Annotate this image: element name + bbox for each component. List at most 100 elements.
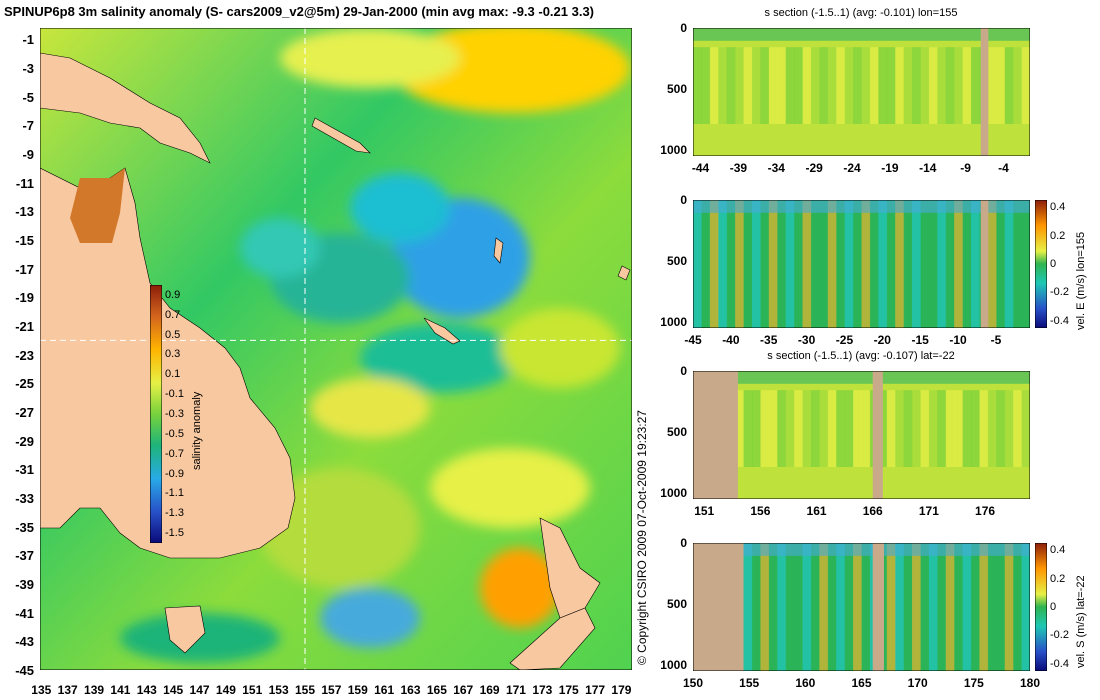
section-x-tick: -10 <box>949 333 967 347</box>
section-band <box>802 543 812 671</box>
section-band <box>785 543 795 671</box>
section-band <box>810 543 820 671</box>
section-band <box>962 390 972 467</box>
section-surface-layer <box>693 371 1030 384</box>
section-band <box>979 543 989 671</box>
section-band <box>987 200 997 328</box>
section-land <box>693 371 738 499</box>
chart-title: SPINUP6p8 3m salinity anomaly (S- cars20… <box>4 4 595 19</box>
map-y-tick: -35 <box>15 519 34 535</box>
velocity-colorbar-tick: 0 <box>1050 258 1057 270</box>
map-y-tick: -25 <box>15 376 34 392</box>
map-x-tick: 139 <box>84 683 105 697</box>
section-x-tick: -24 <box>843 161 861 175</box>
section-band <box>718 200 728 328</box>
map-y-tick: -15 <box>15 233 34 249</box>
section-band <box>920 47 930 125</box>
new-caledonia <box>423 317 461 345</box>
section-y-tick: 500 <box>666 596 687 611</box>
section-band <box>853 543 862 671</box>
section-band <box>760 543 770 671</box>
section-band <box>844 200 854 328</box>
map-x-tick: 151 <box>242 683 263 697</box>
section-band <box>794 200 804 328</box>
map-y-tick: -23 <box>15 347 34 363</box>
map-x-tick: 149 <box>215 683 236 697</box>
section-band <box>836 390 846 467</box>
section-band <box>794 543 804 671</box>
section-2-plot <box>693 200 1030 328</box>
section-band <box>886 47 896 125</box>
section-band <box>945 47 955 125</box>
vel-e-colorbar <box>1035 200 1047 328</box>
velocity-colorbar-tick: -0.2 <box>1050 286 1069 299</box>
velocity-colorbar-tick: 0.4 <box>1050 201 1066 214</box>
section-band <box>853 200 862 328</box>
section-band <box>912 200 921 328</box>
salinity-colorbar <box>150 285 162 543</box>
section-band <box>920 390 930 467</box>
map-x-tick: 163 <box>400 683 421 697</box>
section-band <box>987 390 997 467</box>
colorbar-tick: 0.1 <box>165 368 181 381</box>
section-band <box>928 543 938 671</box>
section-x-tick: 150 <box>682 676 704 690</box>
section-band <box>937 200 947 328</box>
section-y-tick: 1000 <box>660 142 687 157</box>
map-y-tick: -11 <box>15 175 34 191</box>
section-band <box>937 47 947 125</box>
section-band <box>810 47 820 125</box>
section-x-tick: -9 <box>960 161 971 175</box>
section-band <box>844 390 854 467</box>
section-band <box>861 200 871 328</box>
section-band <box>937 390 947 467</box>
map-y-tick: -1 <box>22 32 34 48</box>
section-x-tick: 161 <box>806 504 827 518</box>
section-band <box>836 200 846 328</box>
section-band <box>1013 390 1023 467</box>
section-band <box>937 543 947 671</box>
section-band <box>1004 47 1014 125</box>
section-x-tick: -25 <box>835 333 854 347</box>
map-y-tick: -45 <box>15 663 34 678</box>
section-band <box>768 200 778 328</box>
map-y-tick: -43 <box>15 634 34 650</box>
map-y-tick: -21 <box>15 319 34 335</box>
section-band <box>777 543 787 671</box>
section-y-tick: 0 <box>680 536 687 550</box>
section-band <box>878 47 888 125</box>
section-x-tick: 156 <box>750 504 771 518</box>
colorbar-tick: -1.3 <box>165 507 184 520</box>
section-band <box>903 47 913 125</box>
map-x-tick: 173 <box>532 683 553 697</box>
map-x-tick: 135 <box>31 683 52 697</box>
section-surface-layer <box>693 543 1030 556</box>
section-x-tick: 165 <box>851 676 872 690</box>
section-band <box>928 200 938 328</box>
colorbar-tick: -0.7 <box>165 447 184 460</box>
map-x-tick: 153 <box>268 683 289 697</box>
section-band <box>869 47 879 125</box>
section-band <box>1004 543 1014 671</box>
section-band <box>709 47 719 125</box>
section-band <box>735 200 745 328</box>
velocity-colorbar-tick: 0.2 <box>1050 229 1066 242</box>
section-band <box>844 543 854 671</box>
section-1-plot <box>693 28 1030 156</box>
map-x-tick: 171 <box>505 683 526 697</box>
section-land <box>872 543 884 671</box>
section-x-tick: -4 <box>998 161 1009 175</box>
section-band <box>827 47 837 125</box>
colorbar-tick: 0.3 <box>165 348 181 361</box>
map-y-tick: -31 <box>15 462 34 478</box>
map-x-tick: 177 <box>585 683 606 697</box>
section-x-tick: -35 <box>760 333 778 347</box>
section-band <box>895 543 905 671</box>
section-band <box>693 200 702 328</box>
map-y-tick: -5 <box>22 89 34 105</box>
map-x-tick: 175 <box>558 683 579 697</box>
colorbar-tick: -0.3 <box>165 408 184 420</box>
map-y-tick: -19 <box>15 290 34 306</box>
section-band <box>861 543 871 671</box>
section-band <box>743 200 753 328</box>
